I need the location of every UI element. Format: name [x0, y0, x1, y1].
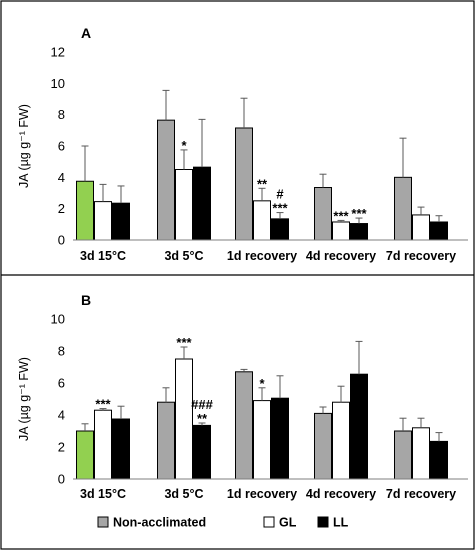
- bar-ll: [193, 166, 211, 241]
- y-tick-label: 8: [58, 344, 65, 359]
- legend-swatch: [263, 516, 275, 528]
- y-tick-label: 2: [58, 440, 65, 455]
- bar-non-acclimated: [314, 412, 332, 480]
- significance-marker: ***: [351, 206, 367, 221]
- bar-gl: [94, 409, 112, 480]
- bar-gl: [94, 201, 112, 241]
- bar-gl: [253, 400, 271, 480]
- bar-ll: [112, 202, 130, 241]
- bar-non-acclimated: [314, 187, 332, 241]
- significance-marker: ###: [191, 397, 213, 412]
- bar-gl: [412, 214, 430, 241]
- y-tick-label: 4: [58, 408, 65, 423]
- y-tick-label: 10: [51, 312, 65, 327]
- y-tick-label: 6: [58, 139, 65, 154]
- significance-marker: ***: [272, 201, 288, 216]
- x-category-label: 4d recovery: [306, 249, 376, 263]
- panel-a-chart: A 0 2 4 6 8 10 12 JA (µg g⁻¹ FW) 3d 15°C 3d 5°C 1d …: [17, 25, 468, 263]
- legend-label: Non-acclimated: [113, 516, 206, 530]
- significance-marker: **: [197, 411, 208, 426]
- significance-marker: *: [259, 376, 265, 391]
- legend-swatch: [97, 516, 109, 528]
- y-tick-label: 10: [51, 76, 65, 91]
- significance-marker: *: [181, 138, 187, 153]
- x-category-label: 3d 15°C: [80, 249, 126, 263]
- bar-non-acclimated: [157, 119, 175, 241]
- bar-gl: [412, 427, 430, 480]
- y-tick-label: 0: [58, 233, 65, 248]
- y-tick-label: 0: [58, 472, 65, 487]
- bar-ll: [430, 221, 448, 241]
- bar-non-acclimated: [394, 430, 412, 480]
- legend-swatch: [317, 516, 329, 528]
- bar-gl: [175, 169, 193, 241]
- bar-non-acclimated: [394, 176, 412, 241]
- legend-label: GL: [279, 516, 297, 530]
- y-tick-label: 2: [58, 201, 65, 216]
- bar-ll: [271, 218, 289, 241]
- bar-non-acclimated: [235, 127, 253, 241]
- significance-marker: ***: [176, 335, 192, 350]
- significance-marker: ***: [95, 397, 111, 412]
- bar-non-acclimated: [76, 180, 94, 241]
- bar-ll: [193, 424, 211, 480]
- y-axis-label: JA (µg g⁻¹ FW): [17, 357, 31, 441]
- y-tick-label: 8: [58, 107, 65, 122]
- bar-gl: [332, 221, 350, 241]
- x-category-label: 1d recovery: [227, 249, 297, 263]
- bar-ll: [112, 418, 130, 480]
- x-category-label: 1d recovery: [227, 487, 297, 501]
- panel-label: B: [81, 292, 91, 308]
- panel-label: A: [81, 25, 91, 41]
- bar-ll: [350, 373, 368, 480]
- x-category-label: 3d 5°C: [164, 487, 203, 501]
- legend: Non-acclimated GL LL: [97, 516, 349, 530]
- significance-marker: #: [276, 187, 284, 202]
- y-tick-label: 6: [58, 376, 65, 391]
- bar-ll: [271, 397, 289, 480]
- x-category-label: 3d 15°C: [80, 487, 126, 501]
- bar-non-acclimated: [157, 401, 175, 480]
- x-category-label: 3d 5°C: [164, 249, 203, 263]
- x-category-label: 7d recovery: [386, 487, 456, 501]
- panel-b-chart: B 0 2 4 6 8 10 JA (µg g⁻¹ FW) 3d 15°C 3d 5°C 1d re…: [17, 292, 468, 501]
- y-tick-label: 4: [58, 170, 65, 185]
- x-category-label: 4d recovery: [306, 487, 376, 501]
- significance-marker: **: [257, 176, 268, 191]
- bar-gl: [332, 401, 350, 480]
- x-category-label: 7d recovery: [386, 249, 456, 263]
- significance-marker: ***: [333, 208, 349, 223]
- bar-ll: [350, 223, 368, 241]
- y-tick-label: 12: [51, 45, 65, 60]
- bar-non-acclimated: [235, 371, 253, 480]
- bar-ll: [430, 440, 448, 480]
- bar-gl: [175, 358, 193, 480]
- bar-non-acclimated: [76, 430, 94, 480]
- legend-label: LL: [333, 516, 349, 530]
- bar-gl: [253, 200, 271, 241]
- y-axis-label: JA (µg g⁻¹ FW): [17, 104, 31, 188]
